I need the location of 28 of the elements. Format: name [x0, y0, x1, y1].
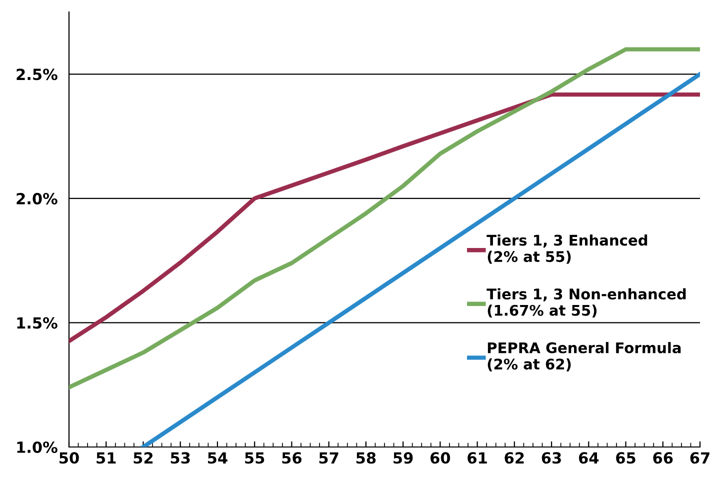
x-tick-label: 66 — [653, 452, 673, 464]
legend-label: PEPRA General Formula (2% at 62) — [488, 342, 681, 372]
x-tick-label: 51 — [96, 452, 116, 464]
y-tick-label: 1.5% — [17, 317, 58, 329]
x-tick-label: 55 — [245, 452, 264, 464]
legend-label: Tiers 1, 3 Enhanced (2% at 55) — [486, 234, 648, 264]
x-tick-label: 62 — [504, 452, 524, 464]
x-tick-label: 57 — [319, 452, 338, 464]
x-tick-label: 50 — [60, 452, 79, 464]
x-tick-label: 53 — [170, 452, 190, 464]
x-tick-label: 61 — [468, 452, 487, 464]
legend-label: Tiers 1, 3 Non-enhanced (1.67% at 55) — [486, 288, 686, 318]
x-tick-label: 54 — [208, 452, 228, 464]
x-tick-label: 65 — [616, 452, 636, 464]
x-tick-label: 52 — [134, 452, 153, 464]
x-tick-label: 56 — [282, 452, 302, 464]
line-series — [69, 47, 700, 390]
line-series — [69, 92, 700, 344]
y-tick-label: 1.0% — [17, 441, 58, 454]
x-tick-label: 60 — [430, 452, 450, 464]
y-tick-label: 2.5% — [16, 68, 58, 80]
x-tick-label: 59 — [394, 452, 413, 464]
x-tick-label: 58 — [356, 452, 376, 464]
x-tick-label: 64 — [578, 452, 599, 464]
x-tick-label: 63 — [542, 452, 561, 464]
y-tick-label: 2.0% — [16, 192, 58, 204]
line-series — [141, 72, 700, 447]
x-tick-label: 67 — [690, 452, 710, 464]
